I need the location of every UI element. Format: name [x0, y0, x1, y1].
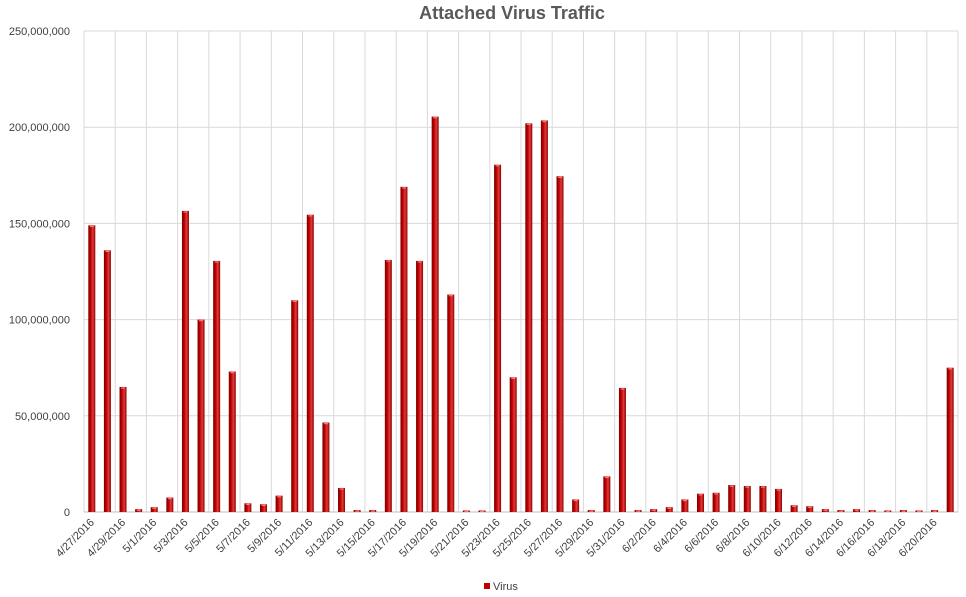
y-tick-label: 200,000,000	[9, 122, 70, 134]
bars	[88, 116, 954, 513]
bar	[462, 510, 470, 513]
bar	[228, 371, 236, 512]
y-axis-tick-labels: 0 50,000,000 100,000,000 150,000,000 200,000…	[9, 26, 70, 519]
bar	[103, 250, 111, 512]
bar	[790, 505, 798, 512]
bar	[509, 377, 517, 512]
y-tick-label: 250,000,000	[9, 26, 70, 38]
bar	[400, 186, 408, 512]
bar	[712, 492, 720, 512]
bar	[696, 493, 704, 512]
bar	[322, 422, 330, 512]
bar	[868, 510, 876, 512]
bar	[88, 225, 96, 512]
bar	[853, 509, 861, 512]
bar	[197, 319, 205, 512]
legend-swatch	[484, 583, 490, 589]
bar	[775, 488, 783, 512]
bar	[166, 497, 174, 512]
chart-title: Attached Virus Traffic	[419, 3, 605, 23]
bar	[603, 476, 611, 512]
bar	[244, 503, 252, 512]
bar	[181, 210, 189, 513]
bar	[946, 367, 954, 512]
bar	[618, 387, 626, 512]
bar	[338, 487, 346, 512]
bar	[556, 176, 564, 512]
bar	[821, 509, 829, 512]
legend: Virus	[484, 581, 518, 593]
bar	[259, 504, 267, 512]
bar	[743, 486, 751, 512]
bar	[806, 506, 814, 512]
bar	[306, 214, 314, 512]
bar	[447, 294, 455, 512]
bar	[665, 507, 673, 512]
bar	[150, 507, 158, 512]
y-tick-label: 50,000,000	[15, 411, 70, 423]
bar	[291, 300, 299, 512]
y-tick-label: 150,000,000	[9, 218, 70, 230]
bar	[884, 510, 892, 513]
bar	[384, 259, 392, 512]
bar	[494, 164, 502, 512]
bar	[275, 495, 283, 512]
bar	[213, 260, 221, 512]
bar	[478, 510, 486, 513]
bar	[634, 510, 642, 512]
bar	[525, 123, 533, 513]
y-tick-label: 0	[64, 507, 70, 519]
y-tick-label: 100,000,000	[9, 315, 70, 327]
bar	[369, 510, 377, 512]
bar	[353, 510, 361, 512]
bar	[587, 510, 595, 512]
bar	[416, 260, 424, 512]
bar	[759, 486, 767, 512]
bar	[915, 510, 923, 513]
bar	[899, 510, 907, 512]
bar	[681, 499, 689, 512]
bar	[650, 509, 658, 512]
bar	[119, 386, 127, 512]
bar	[728, 485, 736, 512]
bar	[431, 116, 439, 513]
bar	[572, 499, 580, 512]
bar	[540, 120, 548, 512]
x-axis-tick-labels: 4/27/20164/29/20165/1/20165/3/20165/5/20…	[54, 517, 940, 560]
gridlines	[83, 30, 959, 513]
bar	[837, 510, 845, 512]
bar	[135, 509, 143, 512]
bar	[931, 510, 939, 512]
legend-label-virus: Virus	[493, 581, 518, 593]
